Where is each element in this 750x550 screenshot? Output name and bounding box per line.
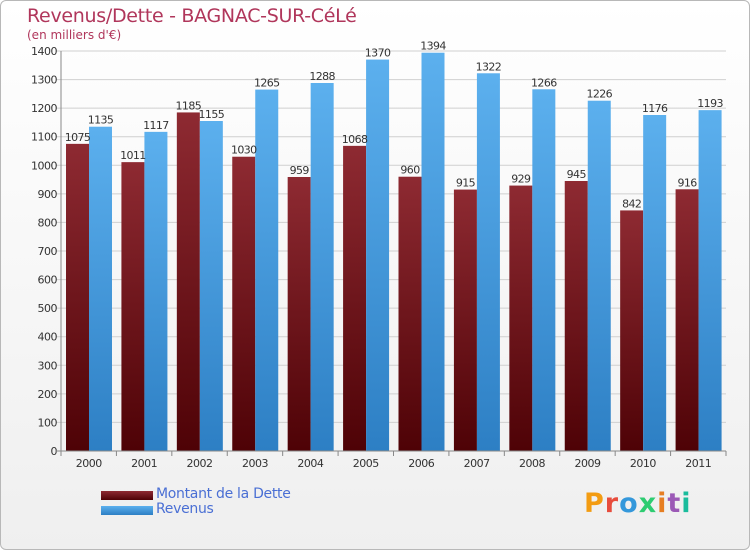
bar-revenus — [643, 115, 667, 451]
logo-letter: i — [681, 488, 692, 519]
bar-revenus — [698, 110, 722, 452]
bar-dette — [675, 189, 699, 452]
y-tick-label: 200 — [38, 388, 58, 401]
y-tick-label: 300 — [38, 359, 58, 372]
bar-revenus — [532, 89, 556, 452]
bar-revenus — [366, 59, 390, 451]
y-tick-label: 700 — [38, 245, 58, 258]
data-label-dette: 1068 — [342, 133, 368, 146]
data-label-revenus: 1265 — [254, 77, 280, 90]
legend-swatch-dette — [101, 491, 153, 500]
x-tick-label: 2006 — [408, 457, 434, 470]
bar-revenus — [587, 100, 611, 451]
chart-title: Revenus/Dette - BAGNAC-SUR-CéLé — [27, 5, 357, 27]
data-label-revenus: 1226 — [586, 88, 612, 101]
bar-dette — [287, 177, 311, 451]
x-tick-label: 2009 — [574, 457, 600, 470]
x-tick-label: 2011 — [685, 457, 711, 470]
data-label-revenus: 1322 — [476, 60, 502, 73]
y-tick-label: 1100 — [31, 131, 57, 144]
y-tick-label: 100 — [38, 416, 58, 429]
bar-dette — [620, 210, 644, 451]
bar-dette — [343, 145, 367, 451]
bar-revenus — [310, 83, 334, 451]
bar-revenus — [421, 52, 445, 451]
bar-dette — [509, 185, 533, 452]
bar-dette — [232, 156, 256, 451]
data-label-revenus: 1193 — [697, 97, 723, 110]
logo-letter: x — [638, 488, 658, 519]
data-label-dette: 929 — [511, 173, 531, 186]
x-tick-label: 2001 — [131, 457, 157, 470]
data-label-dette: 1185 — [176, 99, 202, 112]
bar-dette — [398, 176, 422, 451]
y-tick-label: 1400 — [31, 45, 57, 58]
legend-swatch-revenus — [101, 506, 153, 515]
y-tick-label: 500 — [38, 302, 58, 315]
bar-revenus — [199, 121, 223, 451]
legend-label-dette: Montant de la Dette — [156, 486, 291, 502]
data-label-revenus: 1155 — [199, 108, 225, 121]
bar-revenus — [255, 89, 279, 452]
logo-letter: t — [667, 488, 682, 519]
x-tick-label: 2004 — [297, 457, 323, 470]
bar-dette — [176, 112, 200, 451]
bar-revenus — [89, 126, 112, 451]
data-label-revenus: 1370 — [365, 47, 391, 60]
data-label-dette: 960 — [400, 164, 420, 177]
proxiti-logo: Proxiti — [584, 488, 692, 519]
bar-revenus — [144, 131, 168, 451]
y-tick-label: 1300 — [31, 74, 57, 87]
x-tick-label: 2010 — [630, 457, 656, 470]
bar-dette — [66, 143, 89, 451]
bar-revenus — [476, 73, 500, 452]
bar-dette — [453, 189, 477, 452]
data-label-dette: 916 — [677, 176, 697, 189]
y-tick-label: 1000 — [31, 159, 57, 172]
x-tick-label: 2003 — [242, 457, 268, 470]
data-label-dette: 945 — [567, 168, 587, 181]
x-tick-label: 2005 — [353, 457, 379, 470]
data-label-revenus: 1288 — [309, 70, 335, 83]
bar-dette — [564, 181, 588, 451]
y-tick-label: 800 — [38, 216, 58, 229]
x-tick-label: 2008 — [519, 457, 545, 470]
data-label-revenus: 1266 — [531, 76, 557, 89]
bar-dette — [121, 162, 145, 451]
logo-letter: i — [657, 488, 668, 519]
logo-letter: r — [604, 488, 620, 519]
logo-letter: P — [584, 488, 605, 519]
x-tick-label: 2000 — [76, 457, 102, 470]
data-label-dette: 915 — [456, 177, 476, 190]
y-tick-label: 0 — [51, 445, 58, 458]
data-label-revenus: 1394 — [420, 40, 446, 53]
chart-subtitle: (en milliers d'€) — [27, 28, 122, 42]
data-label-dette: 959 — [290, 164, 310, 177]
y-tick-label: 900 — [38, 188, 58, 201]
data-label-dette: 842 — [622, 197, 641, 210]
y-tick-label: 600 — [38, 274, 58, 287]
x-tick-label: 2002 — [187, 457, 213, 470]
data-label-revenus: 1117 — [143, 119, 169, 132]
logo-letter: o — [619, 488, 639, 519]
data-label-dette: 1011 — [120, 149, 146, 162]
data-label-dette: 1075 — [65, 131, 91, 144]
y-tick-label: 400 — [38, 331, 58, 344]
data-label-dette: 1030 — [231, 144, 257, 157]
data-label-revenus: 1135 — [88, 114, 114, 127]
data-label-revenus: 1176 — [642, 102, 668, 115]
x-tick-label: 2007 — [464, 457, 490, 470]
y-tick-label: 1200 — [31, 102, 57, 115]
legend-label-revenus: Revenus — [156, 501, 214, 517]
